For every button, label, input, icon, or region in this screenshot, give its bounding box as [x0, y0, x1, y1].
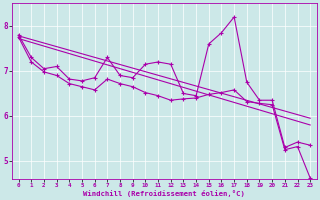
X-axis label: Windchill (Refroidissement éolien,°C): Windchill (Refroidissement éolien,°C): [84, 190, 245, 197]
